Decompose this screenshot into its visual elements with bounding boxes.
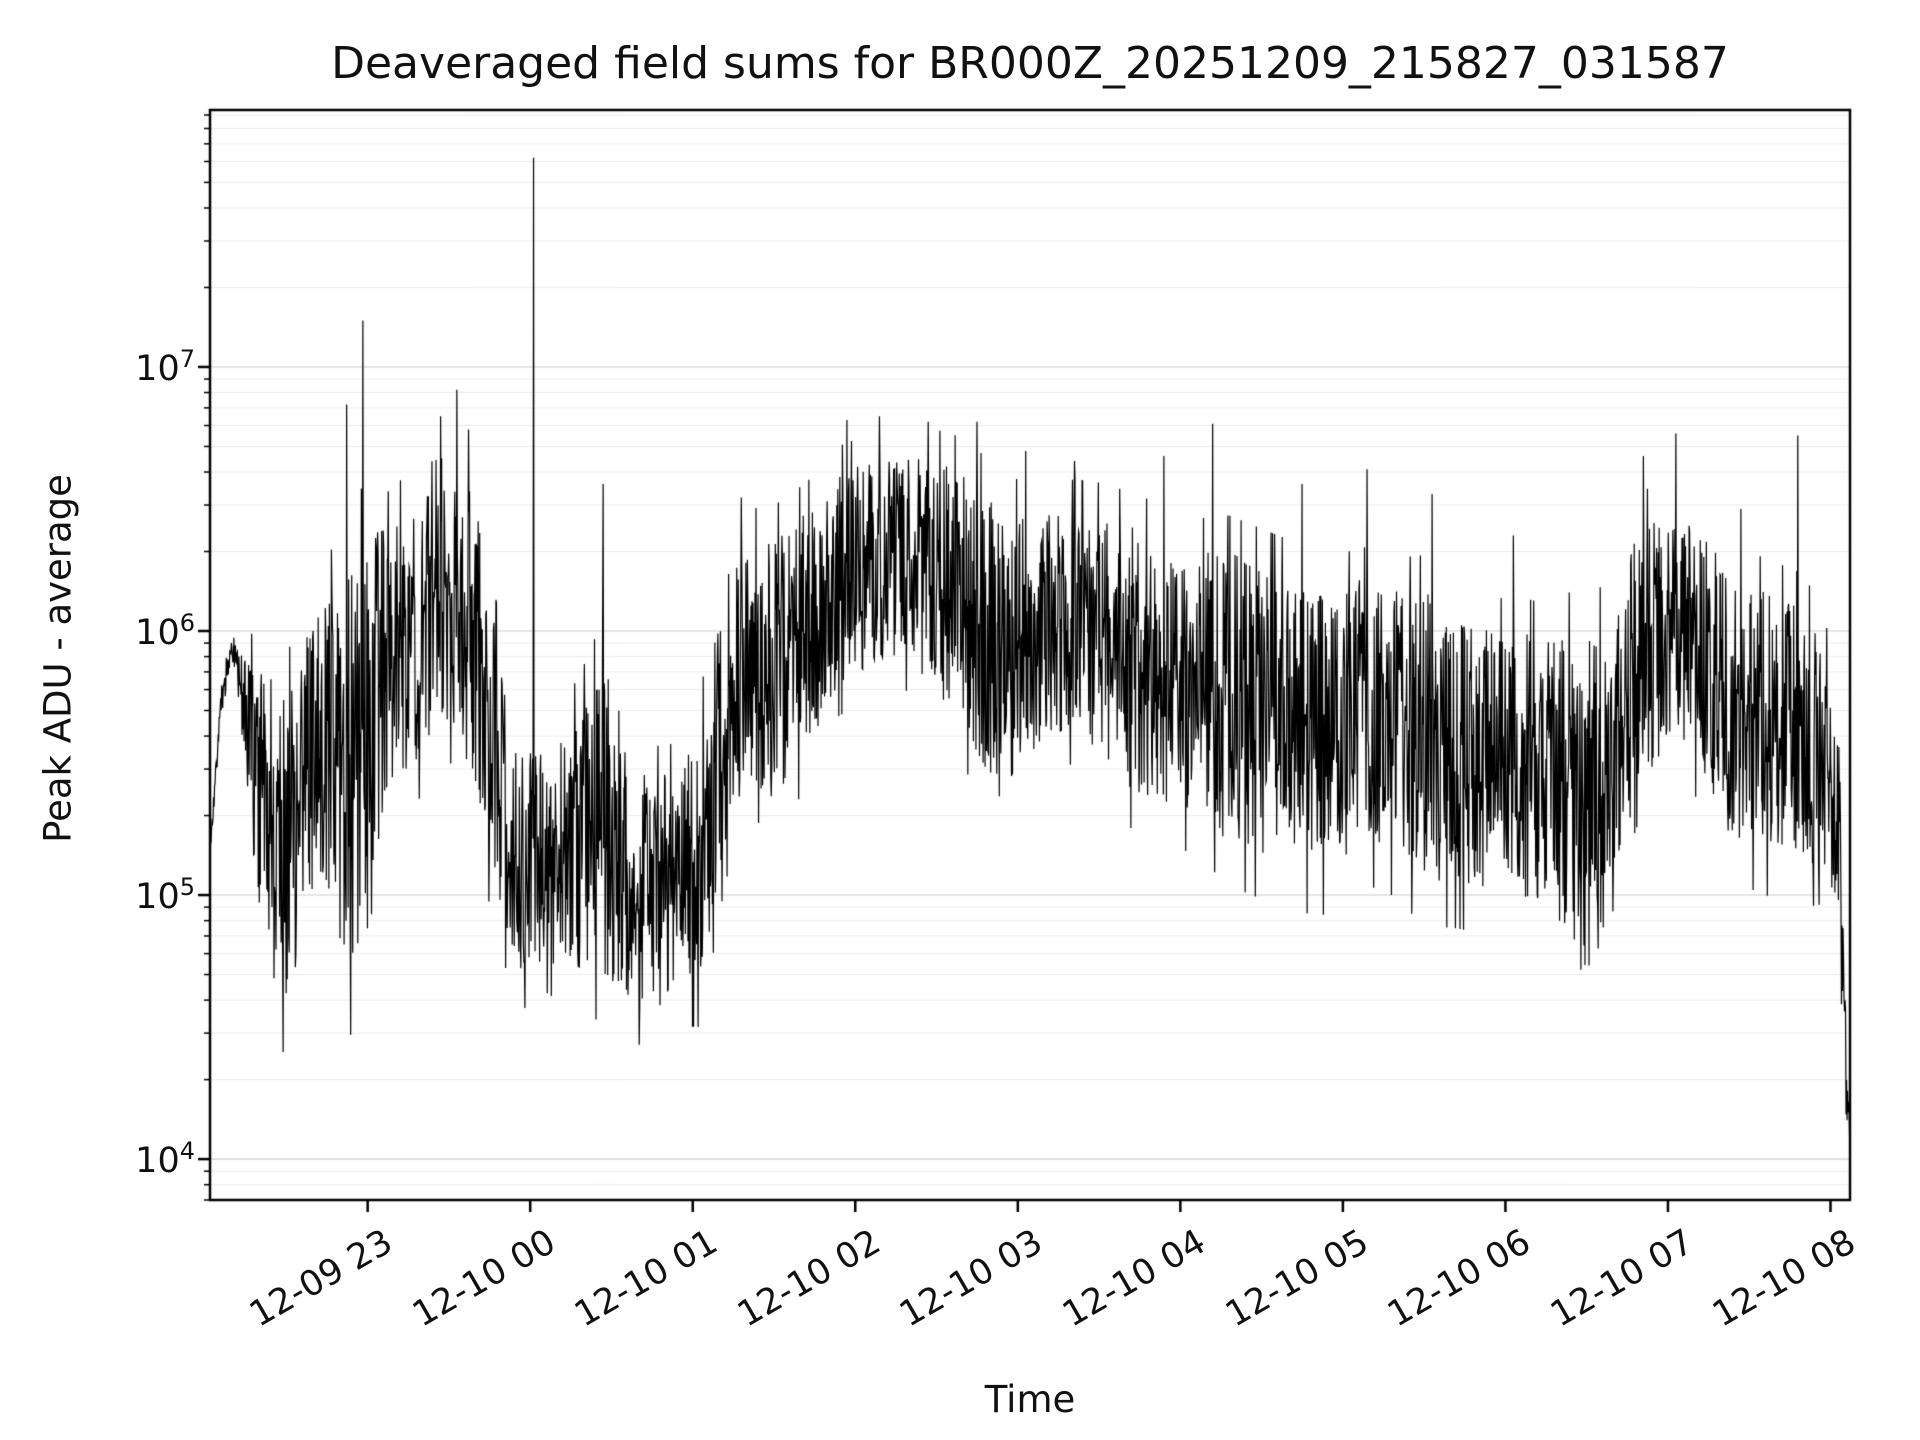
y-tick-label: 106 xyxy=(135,609,195,653)
y-tick-label: 104 xyxy=(135,1137,195,1181)
y-tick-label: 105 xyxy=(135,873,195,917)
chart-title: Deaveraged field sums for BR000Z_2025120… xyxy=(331,38,1729,89)
x-axis-label: Time xyxy=(984,1378,1076,1421)
y-tick-label: 107 xyxy=(135,345,195,389)
